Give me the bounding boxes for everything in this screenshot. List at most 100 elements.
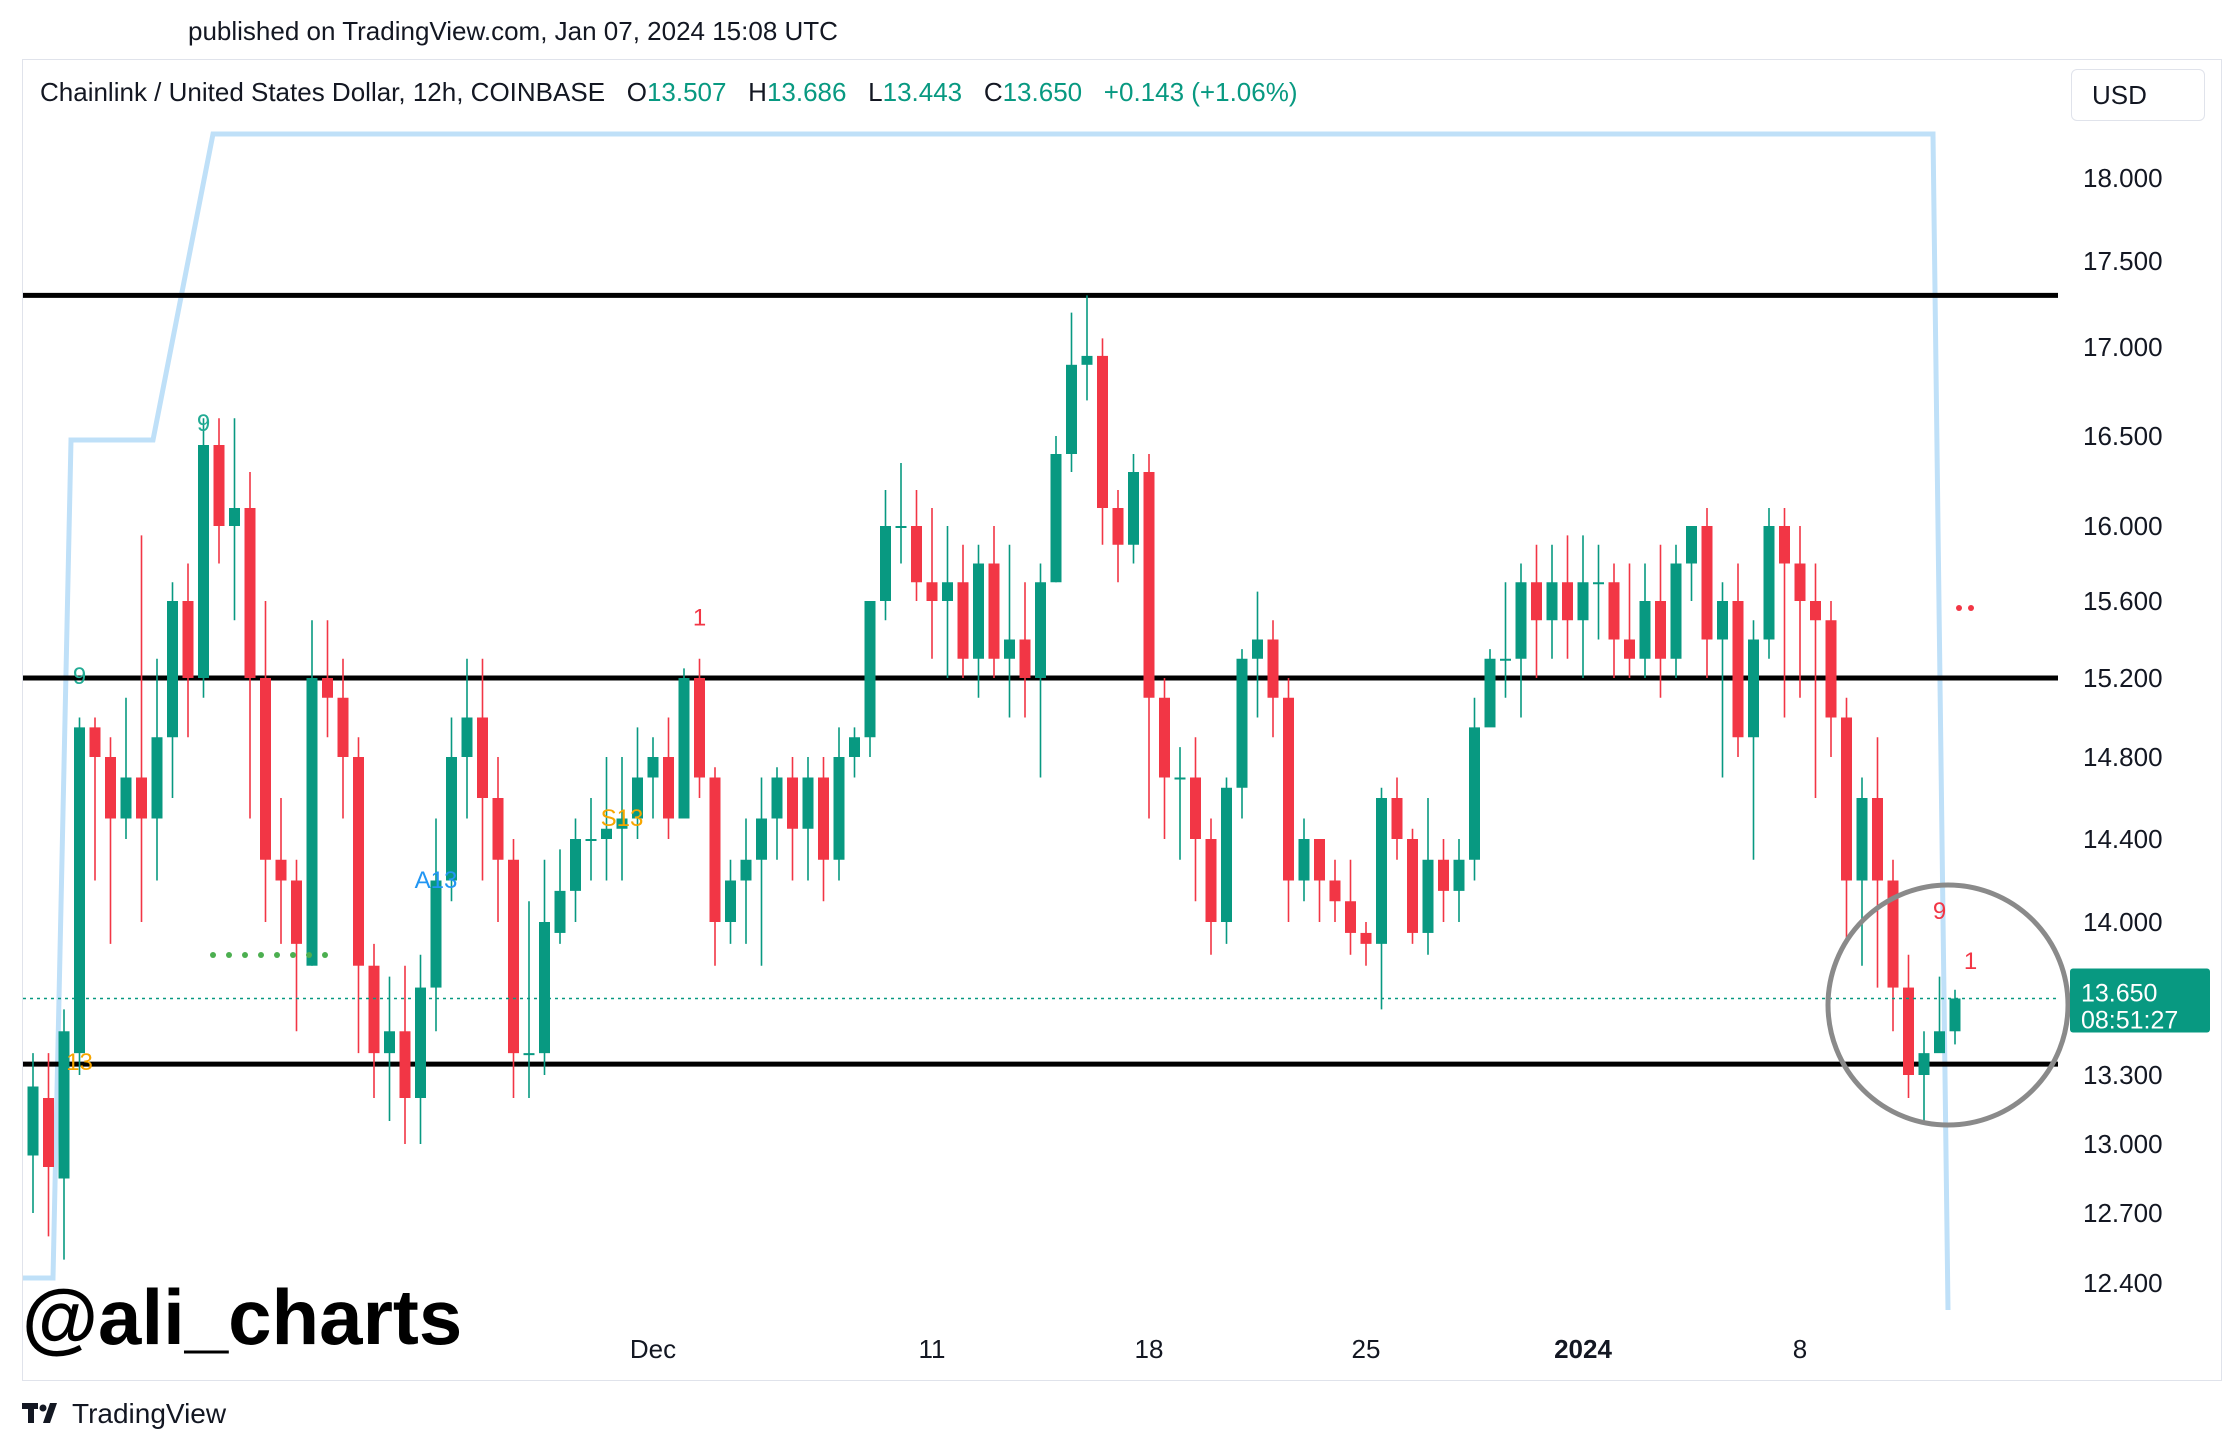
- change-value: +0.143 (+1.06%): [1103, 77, 1298, 107]
- symbol-title[interactable]: Chainlink / United States Dollar, 12h, C…: [40, 77, 606, 107]
- candle-body: [1484, 658, 1496, 728]
- tradingview-logo-icon: [22, 1403, 57, 1423]
- price-tag-countdown: 08:51:27: [2081, 1007, 2178, 1035]
- candle-body: [136, 777, 147, 819]
- candle-body: [601, 828, 612, 839]
- brand-name: TradingView: [72, 1398, 227, 1429]
- candle-body: [213, 445, 225, 526]
- candle-body: [1360, 932, 1372, 944]
- x-tick-label: 25: [1352, 1334, 1381, 1364]
- candle-body: [1283, 697, 1294, 881]
- open-label: O: [626, 77, 647, 107]
- candle-body: [1314, 839, 1325, 881]
- candle-body: [337, 697, 349, 757]
- y-tick-label: 13.300: [2083, 1060, 2163, 1090]
- dot-marker: [258, 952, 264, 958]
- candle-body: [182, 601, 194, 678]
- candle-body: [1236, 658, 1248, 788]
- y-tick-label: 12.700: [2083, 1198, 2163, 1228]
- candle-body: [1639, 601, 1651, 659]
- candle-body: [632, 777, 643, 819]
- candle-body: [1856, 798, 1868, 881]
- currency-button[interactable]: USD: [2071, 69, 2205, 121]
- y-tick-label: 17.000: [2083, 332, 2163, 362]
- candle-body: [973, 563, 984, 659]
- x-tick-label: 11: [919, 1334, 946, 1364]
- candle-body: [430, 880, 442, 988]
- indicator-label: 9: [1933, 898, 1946, 925]
- candle-body: [1252, 639, 1263, 659]
- y-tick-label: 16.000: [2083, 511, 2163, 541]
- candle-body: [1221, 787, 1232, 922]
- candle-body: [1159, 697, 1170, 778]
- candle-body: [523, 1053, 535, 1056]
- candle-body: [1453, 859, 1465, 891]
- candle-body: [585, 839, 597, 841]
- candle-body: [616, 818, 628, 829]
- candle-body: [1655, 601, 1666, 659]
- candle-body: [1345, 901, 1356, 933]
- candle-body: [446, 757, 457, 881]
- y-tick-label: 16.500: [2083, 421, 2163, 451]
- candle-body: [1593, 582, 1604, 585]
- candle-body: [1298, 839, 1310, 881]
- dot-marker: [306, 952, 312, 958]
- x-tick-label: 18: [1135, 1334, 1164, 1364]
- candle-body: [1376, 798, 1387, 944]
- candle-body: [709, 777, 721, 922]
- y-tick-label: 18.000: [2083, 163, 2163, 193]
- candle-body: [1608, 582, 1620, 640]
- candle-body: [787, 777, 798, 829]
- y-tick-label: 15.600: [2083, 586, 2163, 616]
- candle-body: [384, 1031, 395, 1054]
- x-tick-label: 2024: [1554, 1334, 1612, 1364]
- candle-body: [849, 737, 860, 757]
- candle-body: [1810, 601, 1821, 621]
- dot-marker: [1968, 605, 1974, 611]
- candle-body: [74, 727, 85, 1054]
- x-tick-label: Dec: [630, 1334, 676, 1364]
- candle-body: [492, 798, 504, 860]
- candle-body: [1934, 1031, 1945, 1054]
- candle-body: [461, 717, 473, 757]
- candle-body: [244, 508, 256, 678]
- candle-body: [415, 987, 426, 1098]
- indicator-label: S13: [601, 805, 644, 832]
- highlight-circle: [1825, 882, 2071, 1128]
- candle-body: [1081, 355, 1093, 365]
- close-value: 13.650: [1002, 77, 1083, 107]
- candle-body: [1066, 364, 1077, 454]
- candle-body: [988, 563, 1000, 659]
- candle-body: [942, 582, 953, 601]
- candle-body: [120, 777, 132, 819]
- candle-body: [1872, 798, 1883, 881]
- low-value: 13.443: [882, 77, 963, 107]
- y-tick-label: 14.000: [2083, 907, 2163, 937]
- high-value: 13.686: [766, 77, 847, 107]
- indicator-label: 9: [197, 410, 210, 437]
- candle-body: [1732, 601, 1744, 738]
- candle-body: [1546, 582, 1558, 621]
- candle-body: [1174, 777, 1186, 780]
- candle-body: [725, 880, 736, 922]
- candle-body: [1670, 563, 1682, 659]
- candle-body: [27, 1086, 39, 1156]
- candlestick-chart[interactable]: 9913A13S1319118.00017.50017.00016.50016.…: [23, 60, 2221, 1380]
- dot-marker: [210, 952, 216, 958]
- candle-body: [1717, 601, 1728, 640]
- candle-body: [756, 818, 767, 860]
- candle-body: [694, 678, 705, 778]
- candle-body: [1422, 859, 1434, 933]
- candle-body: [1887, 880, 1899, 988]
- candle-body: [771, 777, 783, 819]
- candle-body: [957, 582, 969, 659]
- tradingview-brand[interactable]: TradingView: [22, 1398, 226, 1430]
- candle-body: [678, 678, 690, 819]
- y-tick-label: 13.000: [2083, 1129, 2163, 1159]
- candle-body: [1949, 998, 1961, 1032]
- candle-body: [554, 890, 566, 933]
- candle-body: [1128, 472, 1139, 545]
- candle-body: [1190, 777, 1201, 839]
- chart-pane[interactable]: 9 9 13 A13 S13 1 9 1 18.000 17.500 17.000 16.500 16.…: [22, 59, 2222, 1381]
- open-value: 13.507: [646, 77, 727, 107]
